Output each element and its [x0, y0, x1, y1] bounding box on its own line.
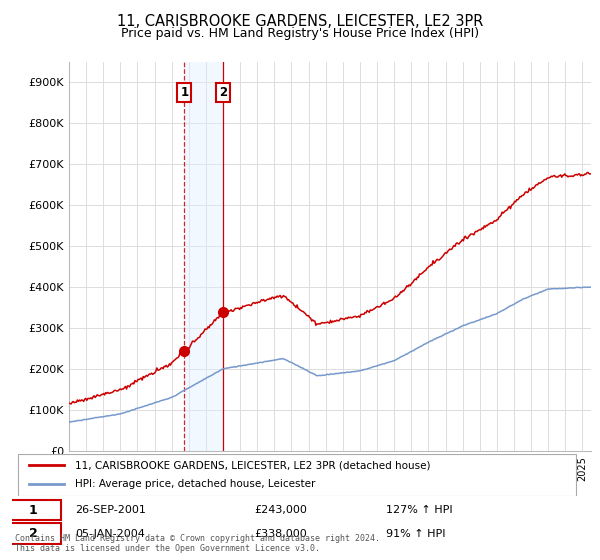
Bar [184, 62, 223, 451]
Text: 91% ↑ HPI: 91% ↑ HPI [386, 529, 446, 539]
Text: 127% ↑ HPI: 127% ↑ HPI [386, 505, 453, 515]
Text: 11, CARISBROOKE GARDENS, LEICESTER, LE2 3PR (detached house): 11, CARISBROOKE GARDENS, LEICESTER, LE2 … [76, 460, 431, 470]
Text: HPI: Average price, detached house, Leicester: HPI: Average price, detached house, Leic… [76, 479, 316, 489]
Text: £243,000: £243,000 [254, 505, 307, 515]
Text: 2: 2 [29, 527, 38, 540]
FancyBboxPatch shape [6, 500, 61, 520]
Text: Price paid vs. HM Land Registry's House Price Index (HPI): Price paid vs. HM Land Registry's House … [121, 27, 479, 40]
Text: 11, CARISBROOKE GARDENS, LEICESTER, LE2 3PR: 11, CARISBROOKE GARDENS, LEICESTER, LE2 … [117, 14, 483, 29]
FancyBboxPatch shape [6, 524, 61, 544]
Text: 05-JAN-2004: 05-JAN-2004 [76, 529, 145, 539]
Text: £338,000: £338,000 [254, 529, 307, 539]
Text: 1: 1 [29, 503, 38, 517]
Text: 1: 1 [180, 86, 188, 99]
Text: 26-SEP-2001: 26-SEP-2001 [76, 505, 146, 515]
Text: 2: 2 [219, 86, 227, 99]
Text: Contains HM Land Registry data © Crown copyright and database right 2024.
This d: Contains HM Land Registry data © Crown c… [15, 534, 380, 553]
